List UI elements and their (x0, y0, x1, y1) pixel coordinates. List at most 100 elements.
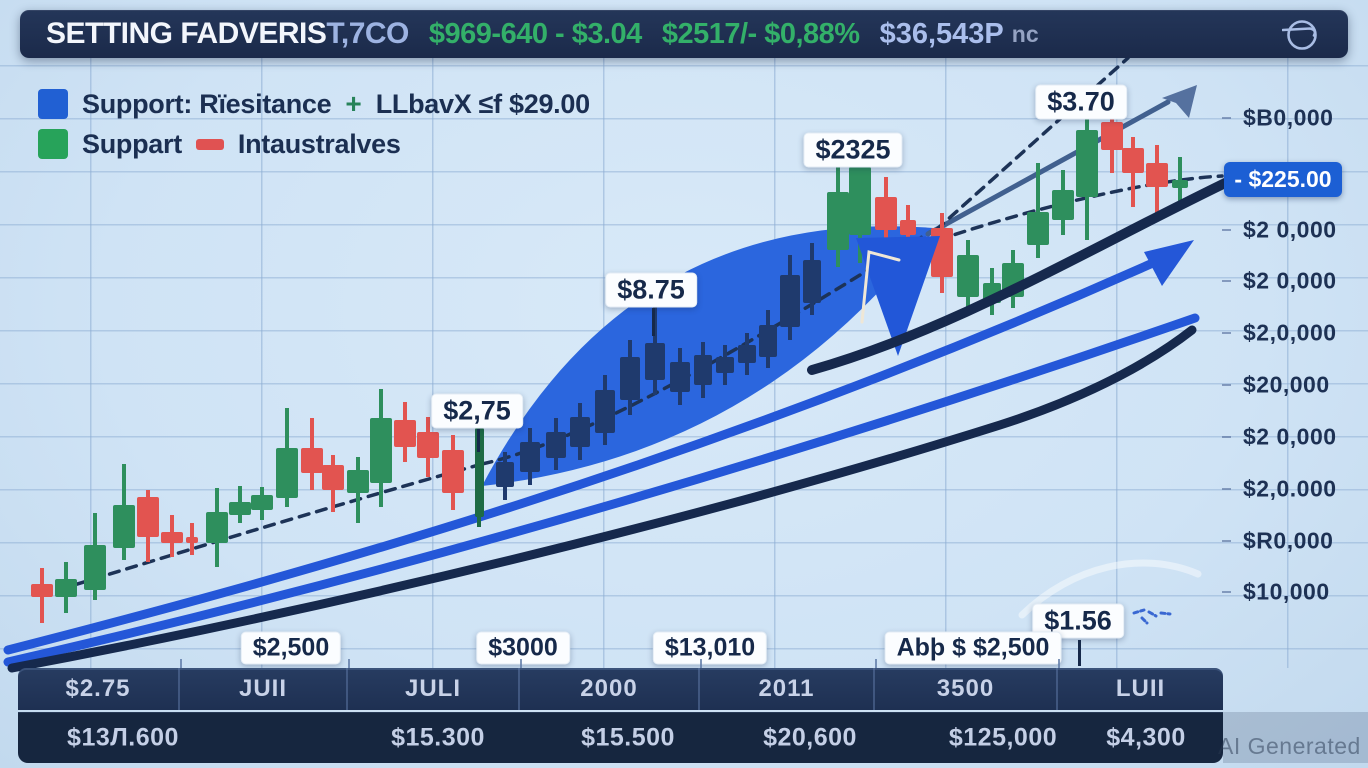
price-callout: $8.75 (605, 272, 697, 308)
candle-body (1172, 180, 1188, 188)
y-axis-tick (1222, 436, 1231, 438)
y-axis-label: $10,000 (1243, 578, 1330, 605)
y-axis-label: $2,0.000 (1243, 475, 1337, 502)
total-value: $15.300 (391, 723, 485, 751)
candle-body (347, 470, 369, 493)
candle-body (55, 579, 77, 597)
price-callout: $3.70 (1035, 84, 1127, 120)
x-axis-tick (875, 659, 877, 668)
candle-body (31, 584, 53, 597)
candle-body (322, 465, 344, 490)
x-axis-bar: $2.75 JUII JULI 2000 2011 3500 LUII (18, 668, 1223, 710)
candle-body (84, 545, 106, 590)
title-bar: SETTING FADVERIST,7CO $969-640 - $3.04 $… (20, 10, 1348, 58)
candle-body (780, 275, 800, 327)
x-axis-segment: $2.75 (18, 668, 180, 710)
candle-body (849, 167, 871, 235)
y-axis-label: $2 0,000 (1243, 423, 1337, 450)
candle-body (1052, 190, 1074, 220)
ai-generated-watermark: AI Generated (1218, 733, 1361, 759)
callout-stem (1078, 640, 1081, 666)
x-axis-tick (348, 659, 350, 668)
candle-body (496, 462, 514, 487)
legend: Support: Rïesitance + LLbavX ≤f $29.00 S… (38, 84, 590, 164)
candle-body (1101, 122, 1123, 150)
candle-body (301, 448, 323, 473)
red-dash-icon (195, 138, 224, 150)
candle-body (1027, 212, 1049, 245)
candle-body (161, 532, 183, 543)
candle-body (1146, 163, 1168, 187)
y-axis-tick (1222, 229, 1231, 231)
price-callout: $13,010 (652, 631, 768, 665)
candle-body (1076, 130, 1098, 197)
legend-label: LLbavX ≤f $29.00 (375, 88, 590, 119)
price-callout: $2,75 (431, 393, 523, 429)
candle-body (803, 260, 821, 303)
candle-body (276, 448, 298, 498)
volume-stat: $36,543P (879, 17, 1004, 50)
candle-body (759, 325, 777, 357)
candle-body (394, 420, 416, 447)
x-axis-segment: JUII (180, 668, 348, 710)
circle-line-icon[interactable] (1282, 14, 1322, 54)
y-axis-tick (1222, 332, 1231, 334)
plus-icon: + (345, 88, 362, 119)
x-axis-tick (700, 659, 702, 668)
candle-body (186, 537, 198, 543)
y-axis-tick (1222, 280, 1231, 282)
candle-body (931, 228, 953, 277)
candle-body (595, 390, 615, 433)
chart-title-ticker: T,7CO (326, 17, 409, 50)
candle-body (113, 505, 135, 548)
legend-label: Suppart (82, 128, 182, 159)
price-callout: $2,500 (240, 631, 342, 665)
y-axis-label: $2 0,000 (1243, 216, 1337, 243)
legend-swatch-green (38, 129, 68, 159)
x-axis-tick (180, 659, 182, 668)
totals-bar: $13Л.600 $15.300 $15.500 $20,600 $125,000 $4,… (18, 712, 1223, 763)
candle-body (570, 417, 590, 447)
candle-body (229, 502, 251, 515)
candle-body (520, 442, 540, 472)
candle-body (546, 432, 566, 458)
candle-body (474, 428, 484, 517)
price-callout: $3000 (476, 631, 570, 665)
x-axis-tick (1058, 659, 1060, 668)
candle-body (716, 357, 734, 373)
candle-body (670, 362, 690, 392)
candle-body (442, 450, 464, 493)
total-value: $13Л.600 (67, 723, 179, 751)
x-axis-segment: JULI (348, 668, 520, 710)
candle-body (1002, 263, 1024, 297)
totals-bar-extension (1223, 712, 1368, 763)
total-value: $125,000 (948, 723, 1058, 751)
total-value: $20,600 (763, 723, 857, 751)
y-axis-label: $20,000 (1243, 371, 1330, 398)
y-axis-label: $R0,000 (1243, 527, 1334, 554)
legend-swatch-blue (38, 89, 68, 119)
y-axis-tick (1222, 384, 1231, 386)
y-axis-tick (1222, 117, 1231, 119)
current-price-badge: - $225.00 (1224, 162, 1342, 197)
candle-body (620, 357, 640, 400)
total-value: $4,300 (1106, 723, 1186, 751)
candle-body (137, 497, 159, 537)
x-axis-tick (520, 659, 522, 668)
y-axis-label: $2 0,000 (1243, 267, 1337, 294)
candle-body (957, 255, 979, 297)
x-axis-segment: LUII (1115, 675, 1166, 702)
candle-body (827, 192, 849, 250)
legend-label: Intaustralves (237, 128, 401, 159)
y-axis-label: $B0,000 (1243, 104, 1334, 131)
price-callout: $2325 (803, 132, 903, 168)
y-axis-tick (1222, 488, 1231, 490)
candle-body (900, 220, 916, 235)
x-axis-segment: 3500 (875, 668, 1058, 710)
candle-body (370, 418, 392, 483)
candle-body (206, 512, 228, 543)
legend-label: Support: Rïesitance (82, 88, 332, 119)
candle-body (645, 343, 665, 380)
legend-row-support: Suppart Intaustralves (38, 124, 590, 164)
